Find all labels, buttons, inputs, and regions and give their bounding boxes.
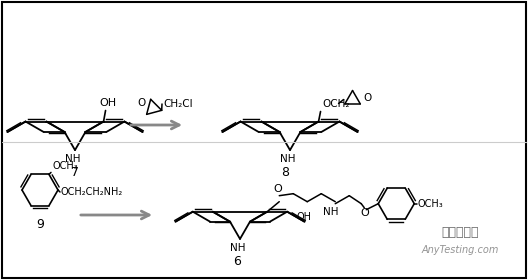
Text: O: O — [273, 184, 281, 194]
Text: O: O — [364, 92, 372, 102]
Text: AnyTesting.com: AnyTesting.com — [421, 245, 498, 255]
Text: OCH₂: OCH₂ — [323, 99, 350, 109]
Text: OH: OH — [297, 212, 312, 222]
Text: OCH₃: OCH₃ — [417, 199, 443, 209]
Text: 嘉峪检测网: 嘉峪检测网 — [441, 225, 479, 239]
Text: O: O — [137, 98, 145, 108]
Text: OCH₃: OCH₃ — [52, 161, 78, 171]
Text: OCH₂CH₂NH₂: OCH₂CH₂NH₂ — [60, 187, 122, 197]
Text: OH: OH — [99, 97, 116, 108]
Text: NH: NH — [65, 154, 81, 164]
Text: O: O — [360, 208, 369, 218]
Text: 9: 9 — [36, 218, 44, 231]
Text: NH: NH — [280, 154, 296, 164]
Text: 7: 7 — [71, 166, 79, 179]
Text: 8: 8 — [281, 166, 289, 179]
Text: NH: NH — [323, 207, 338, 217]
Text: 6: 6 — [233, 255, 241, 268]
Text: NH: NH — [230, 243, 246, 253]
Text: CH₂Cl: CH₂Cl — [163, 99, 193, 109]
